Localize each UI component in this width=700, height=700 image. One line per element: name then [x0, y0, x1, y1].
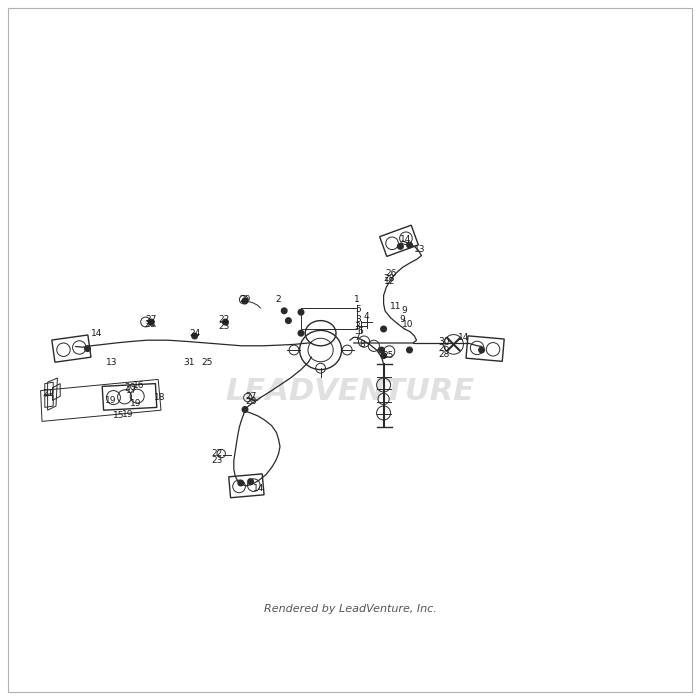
Text: 26: 26 [385, 269, 396, 277]
Circle shape [238, 480, 244, 486]
Text: 1: 1 [354, 295, 360, 304]
Circle shape [298, 309, 304, 315]
Text: 23: 23 [218, 322, 230, 330]
Circle shape [407, 242, 412, 248]
Text: 19: 19 [122, 410, 133, 419]
Circle shape [379, 347, 384, 353]
Text: 22: 22 [218, 315, 230, 323]
Circle shape [242, 298, 248, 304]
Text: 28: 28 [438, 350, 449, 358]
Text: 20: 20 [125, 384, 136, 392]
Text: 3: 3 [356, 315, 361, 323]
Text: 26: 26 [438, 344, 449, 353]
Text: 25: 25 [382, 351, 393, 360]
Text: 11: 11 [391, 302, 402, 311]
Circle shape [192, 333, 197, 339]
Text: 16: 16 [133, 381, 144, 389]
Text: 29: 29 [239, 295, 251, 304]
Text: 2: 2 [276, 295, 281, 304]
Text: 31: 31 [183, 358, 195, 367]
Text: 14: 14 [458, 333, 469, 342]
Circle shape [248, 479, 253, 484]
Circle shape [85, 346, 90, 351]
Text: 17: 17 [126, 386, 137, 395]
Text: 5: 5 [355, 305, 360, 314]
Text: 19: 19 [105, 396, 116, 405]
Text: 25: 25 [202, 358, 213, 367]
Text: LEADVENTURE: LEADVENTURE [225, 377, 475, 407]
Circle shape [286, 318, 291, 323]
Text: 12: 12 [384, 277, 395, 286]
Text: 28: 28 [145, 321, 156, 329]
Text: 22: 22 [211, 449, 223, 458]
Text: 3: 3 [354, 323, 360, 331]
Text: 23: 23 [211, 456, 223, 465]
Circle shape [479, 347, 484, 353]
Text: 9: 9 [401, 307, 407, 315]
Circle shape [298, 330, 304, 336]
Text: 15: 15 [113, 412, 125, 420]
Text: 7: 7 [354, 333, 360, 342]
Text: 18: 18 [154, 393, 165, 402]
Text: 13: 13 [414, 245, 426, 253]
Text: 28: 28 [384, 274, 395, 283]
Text: 30: 30 [438, 337, 449, 346]
Text: 6: 6 [357, 327, 363, 335]
Text: Rendered by LeadVenture, Inc.: Rendered by LeadVenture, Inc. [264, 604, 436, 614]
Circle shape [381, 353, 386, 358]
Text: 27: 27 [146, 315, 157, 323]
Text: 10: 10 [402, 321, 414, 329]
Text: 14: 14 [91, 329, 102, 337]
Circle shape [381, 326, 386, 332]
Text: 24: 24 [189, 329, 200, 337]
Circle shape [398, 244, 403, 249]
Circle shape [223, 319, 228, 325]
Circle shape [242, 407, 248, 412]
Text: 4: 4 [364, 312, 370, 321]
Text: 27: 27 [245, 392, 256, 400]
Circle shape [281, 308, 287, 314]
Text: 14: 14 [400, 235, 412, 244]
Circle shape [407, 347, 412, 353]
Text: 21: 21 [42, 389, 53, 398]
Text: 19: 19 [130, 399, 141, 407]
Text: 14: 14 [253, 484, 265, 493]
Text: 28: 28 [245, 398, 256, 406]
Text: 9: 9 [400, 315, 405, 323]
Text: 13: 13 [106, 358, 118, 367]
Circle shape [148, 319, 154, 325]
Text: 8: 8 [360, 340, 365, 349]
